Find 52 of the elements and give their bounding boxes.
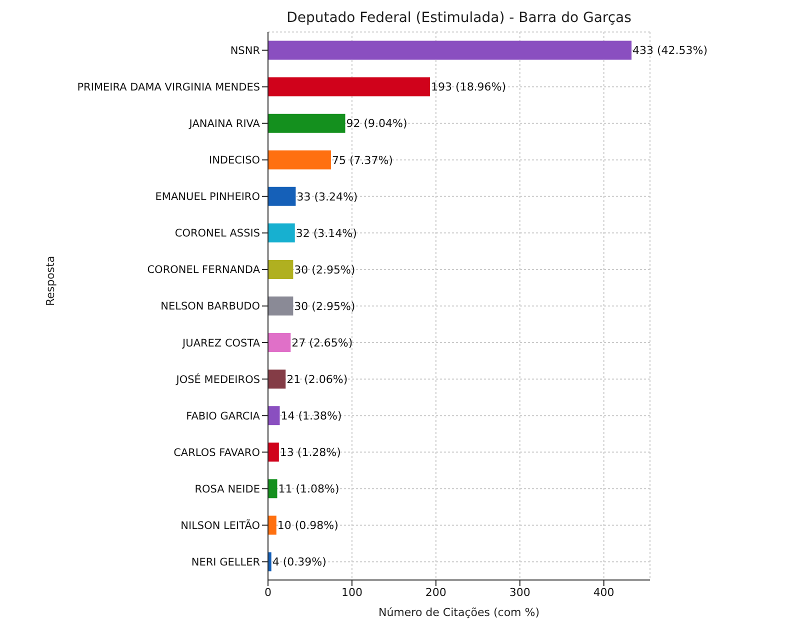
y-tick-label: CORONEL ASSIS — [174, 228, 260, 240]
bar — [268, 442, 279, 462]
bar — [268, 516, 276, 535]
data-label: 21 (2.06%) — [286, 372, 348, 386]
data-label: 33 (3.24%) — [296, 190, 358, 204]
y-tick-label: CORONEL FERNANDA — [147, 264, 261, 276]
y-tick-label: NILSON LEITÃO — [180, 518, 260, 532]
data-label: 30 (2.95%) — [294, 300, 356, 313]
y-tick-label: JUAREZ COSTA — [182, 337, 261, 350]
y-tick-label: ROSA NEIDE — [194, 483, 260, 496]
bar — [268, 186, 296, 206]
y-tick-label: JOSÉ MEDEIROS — [175, 372, 260, 386]
data-label: 92 (9.04%) — [346, 117, 408, 130]
data-label: 32 (3.14%) — [296, 226, 357, 240]
data-label: 13 (1.28%) — [280, 446, 341, 460]
data-label: 75 (7.37%) — [332, 154, 393, 167]
x-tick-label: 200 — [425, 586, 446, 599]
bar — [268, 150, 331, 170]
x-tick-label: 0 — [264, 586, 272, 599]
bar — [268, 479, 278, 498]
data-label: 14 (1.38%) — [280, 410, 342, 423]
y-tick-label: PRIMEIRA DAMA VIRGINIA MENDES — [77, 82, 260, 94]
data-label: 433 (42.53%) — [632, 44, 708, 58]
bar — [268, 406, 280, 426]
y-tick-label: NERI GELLER — [191, 556, 260, 568]
bar — [268, 296, 294, 316]
bar — [268, 40, 632, 60]
data-label: 193 (18.96%) — [431, 80, 506, 94]
bar — [268, 223, 295, 242]
bar — [268, 260, 294, 279]
chart-title: Deputado Federal (Estimulada) - Barra do Garças — [286, 10, 632, 26]
x-tick-label: 400 — [593, 586, 614, 599]
data-label: 27 (2.65%) — [292, 336, 353, 350]
data-label: 11 (1.08%) — [278, 482, 340, 496]
data-label: 30 (2.95%) — [294, 263, 356, 276]
x-tick-label: 300 — [509, 586, 530, 599]
data-label: 10 (0.98%) — [277, 519, 338, 532]
y-tick-label: FABIO GARCIA — [186, 410, 261, 422]
x-axis-title: Número de Citações (com %) — [378, 606, 540, 619]
y-tick-label: NELSON BARBUDO — [160, 300, 260, 313]
x-tick-label: 100 — [341, 586, 362, 599]
y-axis-title: Resposta — [44, 256, 57, 306]
y-tick-label: CARLOS FAVARO — [174, 446, 260, 459]
data-label: 4 (0.39%) — [272, 556, 326, 569]
bar — [268, 370, 286, 389]
y-tick-label: NSNR — [230, 44, 260, 57]
y-tick-label: JANAINA RIVA — [188, 118, 261, 130]
y-tick-label: EMANUEL PINHEIRO — [155, 191, 260, 204]
y-tick-label: INDECISO — [208, 154, 260, 167]
bar — [268, 114, 346, 133]
bar — [268, 333, 291, 352]
bar — [268, 77, 430, 96]
